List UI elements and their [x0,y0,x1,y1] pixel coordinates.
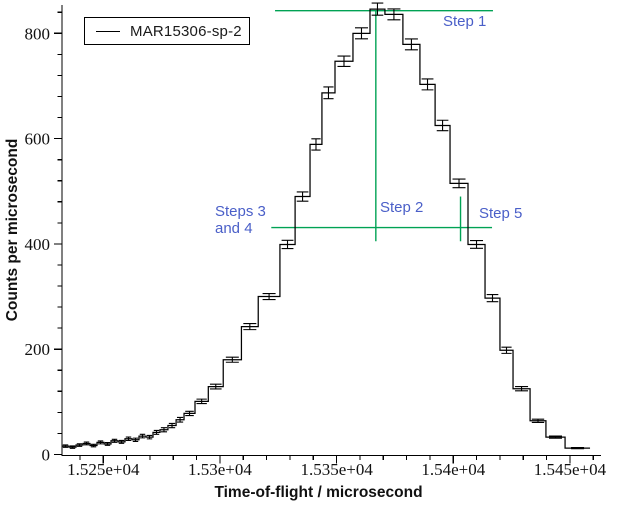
y-tick-label: 400 [25,235,51,254]
y-axis-title: Counts per microsecond [4,138,21,322]
x-tick-label: 1.525e+04 [67,460,140,479]
axes [54,5,601,464]
annotation-steps-3-and-4: Steps 3 and 4 [215,203,266,237]
error-bars [62,2,585,450]
annotation-step-1: Step 1 [443,13,487,30]
x-tick-label: 1.54e+04 [421,460,485,479]
legend-label: MAR15306-sp-2 [130,22,242,40]
y-tick-label: 200 [25,340,51,359]
legend-line-sample [96,30,120,32]
x-tick-label: 1.53e+04 [188,460,252,479]
x-tick-label: 1.535e+04 [300,460,373,479]
axis-ticks [54,11,594,464]
x-tick-label: 1.545e+04 [534,460,607,479]
annotation-step-5: Step 5 [479,205,523,222]
guide-lines [271,9,493,242]
legend: MAR15306-sp-2 [84,17,250,45]
y-tick-label: 600 [25,130,51,149]
axis-lines [61,5,601,457]
y-tick-label: 800 [25,24,51,43]
y-tick-label: 0 [42,446,51,465]
x-axis-title: Time-of-flight / microsecond [214,484,423,501]
annotation-step-2: Step 2 [380,199,424,216]
histogram-series [62,8,591,449]
